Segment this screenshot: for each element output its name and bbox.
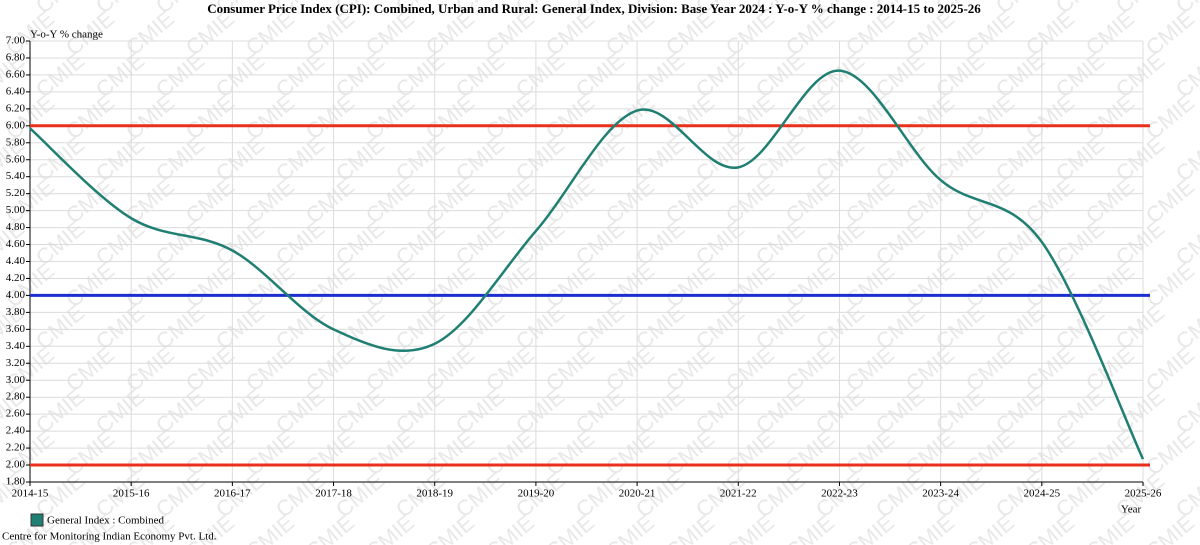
y-tick-label: 4.00 [6, 289, 26, 301]
y-tick-label: 5.40 [6, 170, 26, 182]
y-tick-label: 7.00 [6, 35, 26, 47]
y-tick-label: 5.60 [6, 153, 26, 165]
y-tick-label: 2.00 [6, 459, 26, 471]
y-tick-label: 2.80 [6, 391, 26, 403]
source: Centre for Monitoring Indian Economy Pvt… [2, 531, 217, 543]
watermark: CMIE [0, 0, 29, 18]
y-tick-label: 6.00 [6, 119, 26, 131]
x-tick-label: 2017-18 [315, 488, 352, 500]
y-tick-label: 5.20 [6, 187, 26, 199]
y-tick-label: 3.60 [6, 323, 26, 335]
x-axis-label: Year [1121, 504, 1142, 516]
y-tick-label: 3.80 [6, 306, 26, 318]
x-tick-label: 2022-23 [821, 488, 858, 500]
y-tick-label: 4.60 [6, 238, 26, 250]
y-tick-label: 5.80 [6, 136, 26, 148]
line [29, 69, 1145, 460]
y-tick-label: 6.40 [6, 85, 26, 97]
x-tick-label: 2021-22 [720, 488, 757, 500]
x-tick-label: 2020-21 [619, 488, 656, 500]
y-tick-label: 6.20 [6, 102, 26, 114]
y-tick-label: 4.40 [6, 255, 26, 267]
y-tick-label: 2.40 [6, 425, 26, 437]
x-tick-label: 2016-17 [214, 488, 251, 500]
y-tick-label: 5.00 [6, 204, 26, 216]
x-tick-label: 2018-19 [416, 488, 453, 500]
x-tick-label: 2019-20 [518, 488, 555, 500]
x-tick-label: 2015-16 [113, 488, 150, 500]
y-tick-label: 3.40 [6, 340, 26, 352]
y-tick-label: 4.20 [6, 272, 26, 284]
y-tick-label: 3.00 [6, 374, 26, 386]
legend-label: General Index : Combined [47, 515, 164, 527]
x-tick-label: 2014-15 [12, 488, 49, 500]
y-tick-label: 6.80 [6, 51, 26, 63]
y-tick-label: 2.60 [6, 408, 26, 420]
y-tick-label: 3.20 [6, 357, 26, 369]
y-tick-label: 2.20 [6, 442, 26, 454]
y-axis-label: Y-o-Y % change [30, 29, 103, 41]
y-tick-label: 1.80 [6, 476, 26, 488]
chart-title: Consumer Price Index (CPI): Combined, Ur… [207, 1, 981, 16]
x-tick-label: 2023-24 [922, 488, 959, 500]
x-tick-label: 2025-26 [1125, 488, 1162, 500]
y-tick-label: 4.80 [6, 221, 26, 233]
x-tick-label: 2024-25 [1023, 488, 1060, 500]
y-tick-label: 6.60 [6, 68, 26, 80]
legend-swatch [30, 513, 44, 527]
